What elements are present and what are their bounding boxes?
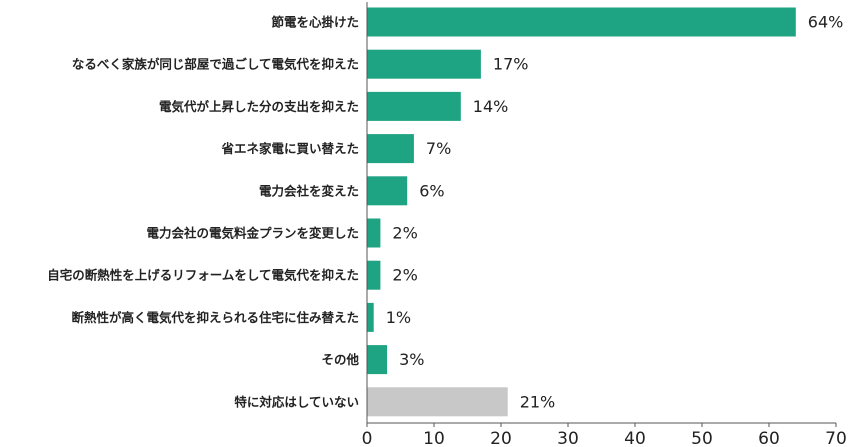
bar-9: [367, 387, 508, 417]
value-label-6: 2%: [392, 266, 417, 285]
x-tick-label-3: 30: [557, 429, 579, 447]
x-tick-label-1: 10: [423, 429, 445, 447]
value-label-1: 17%: [493, 55, 529, 74]
value-label-3: 7%: [426, 139, 451, 158]
category-label-7: 断熱性が高く電気代を抑えられる住宅に住み替えた: [71, 310, 359, 325]
value-label-5: 2%: [392, 224, 417, 243]
category-label-5: 電力会社の電気料金プランを変更した: [146, 226, 359, 241]
x-tick-label-6: 60: [758, 429, 780, 447]
x-tick-label-2: 20: [490, 429, 512, 447]
bar-2: [367, 91, 461, 121]
category-label-4: 電力会社を変えた: [259, 183, 359, 198]
bar-8: [367, 345, 388, 375]
bar-4: [367, 176, 408, 206]
value-label-4: 6%: [419, 181, 444, 200]
bars-group: [367, 7, 796, 417]
value-label-2: 14%: [473, 97, 509, 116]
category-label-6: 自宅の断熱性を上げるリフォームをして電気代を抑えた: [47, 268, 359, 283]
value-label-9: 21%: [520, 392, 556, 411]
value-labels-group: 64% 17% 14% 7% 6% 2% 2% 1% 3% 21%: [386, 13, 844, 412]
value-label-8: 3%: [399, 350, 424, 369]
value-label-0: 64%: [808, 13, 844, 32]
x-tick-label-7: 70: [825, 429, 847, 447]
category-label-3: 省エネ家電に買い替えた: [220, 141, 359, 156]
category-labels-group: 節電を心掛けたなるべく家族が同じ部屋で過ごして電気代を抑えた電気代が上昇した分の…: [47, 15, 359, 410]
bar-1: [367, 49, 481, 79]
bar-5: [367, 218, 381, 248]
bar-7: [367, 302, 374, 332]
category-label-1: なるべく家族が同じ部屋で過ごして電気代を抑えた: [72, 57, 359, 72]
x-ticks-group: 0 10 20 30 40 50 60 70: [362, 423, 847, 447]
x-tick-label-0: 0: [362, 429, 373, 447]
bar-6: [367, 260, 381, 290]
bar-3: [367, 134, 414, 164]
category-label-8: その他: [321, 352, 359, 367]
value-label-7: 1%: [386, 308, 411, 327]
category-label-0: 節電を心掛けた: [271, 15, 359, 30]
x-tick-label-5: 50: [691, 429, 713, 447]
category-label-9: 特に対応はしていない: [234, 394, 359, 409]
category-label-2: 電気代が上昇した分の支出を抑えた: [159, 99, 359, 114]
x-tick-label-4: 40: [624, 429, 646, 447]
bar-0: [367, 7, 796, 37]
